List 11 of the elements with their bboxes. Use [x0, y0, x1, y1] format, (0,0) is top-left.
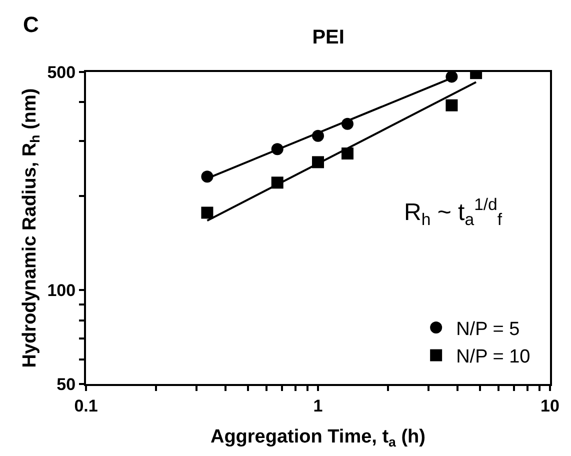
x-tick-label: 10 — [540, 396, 560, 416]
x-tick-label: 0.1 — [74, 396, 98, 416]
legend-label: N/P = 10 — [456, 346, 530, 368]
x-tick-label: 1 — [313, 396, 323, 416]
chart-title: PEI — [312, 26, 344, 48]
x-axis-title: Aggregation Time, t$_{a}$ (h) — [210, 426, 426, 450]
text: C — [23, 12, 39, 37]
y-tick-label: 100 — [47, 281, 76, 300]
y-tick-label: 50 — [56, 374, 76, 394]
legend-label: N/P = 5 — [456, 318, 520, 340]
y-tick-label: 500 — [47, 62, 76, 82]
